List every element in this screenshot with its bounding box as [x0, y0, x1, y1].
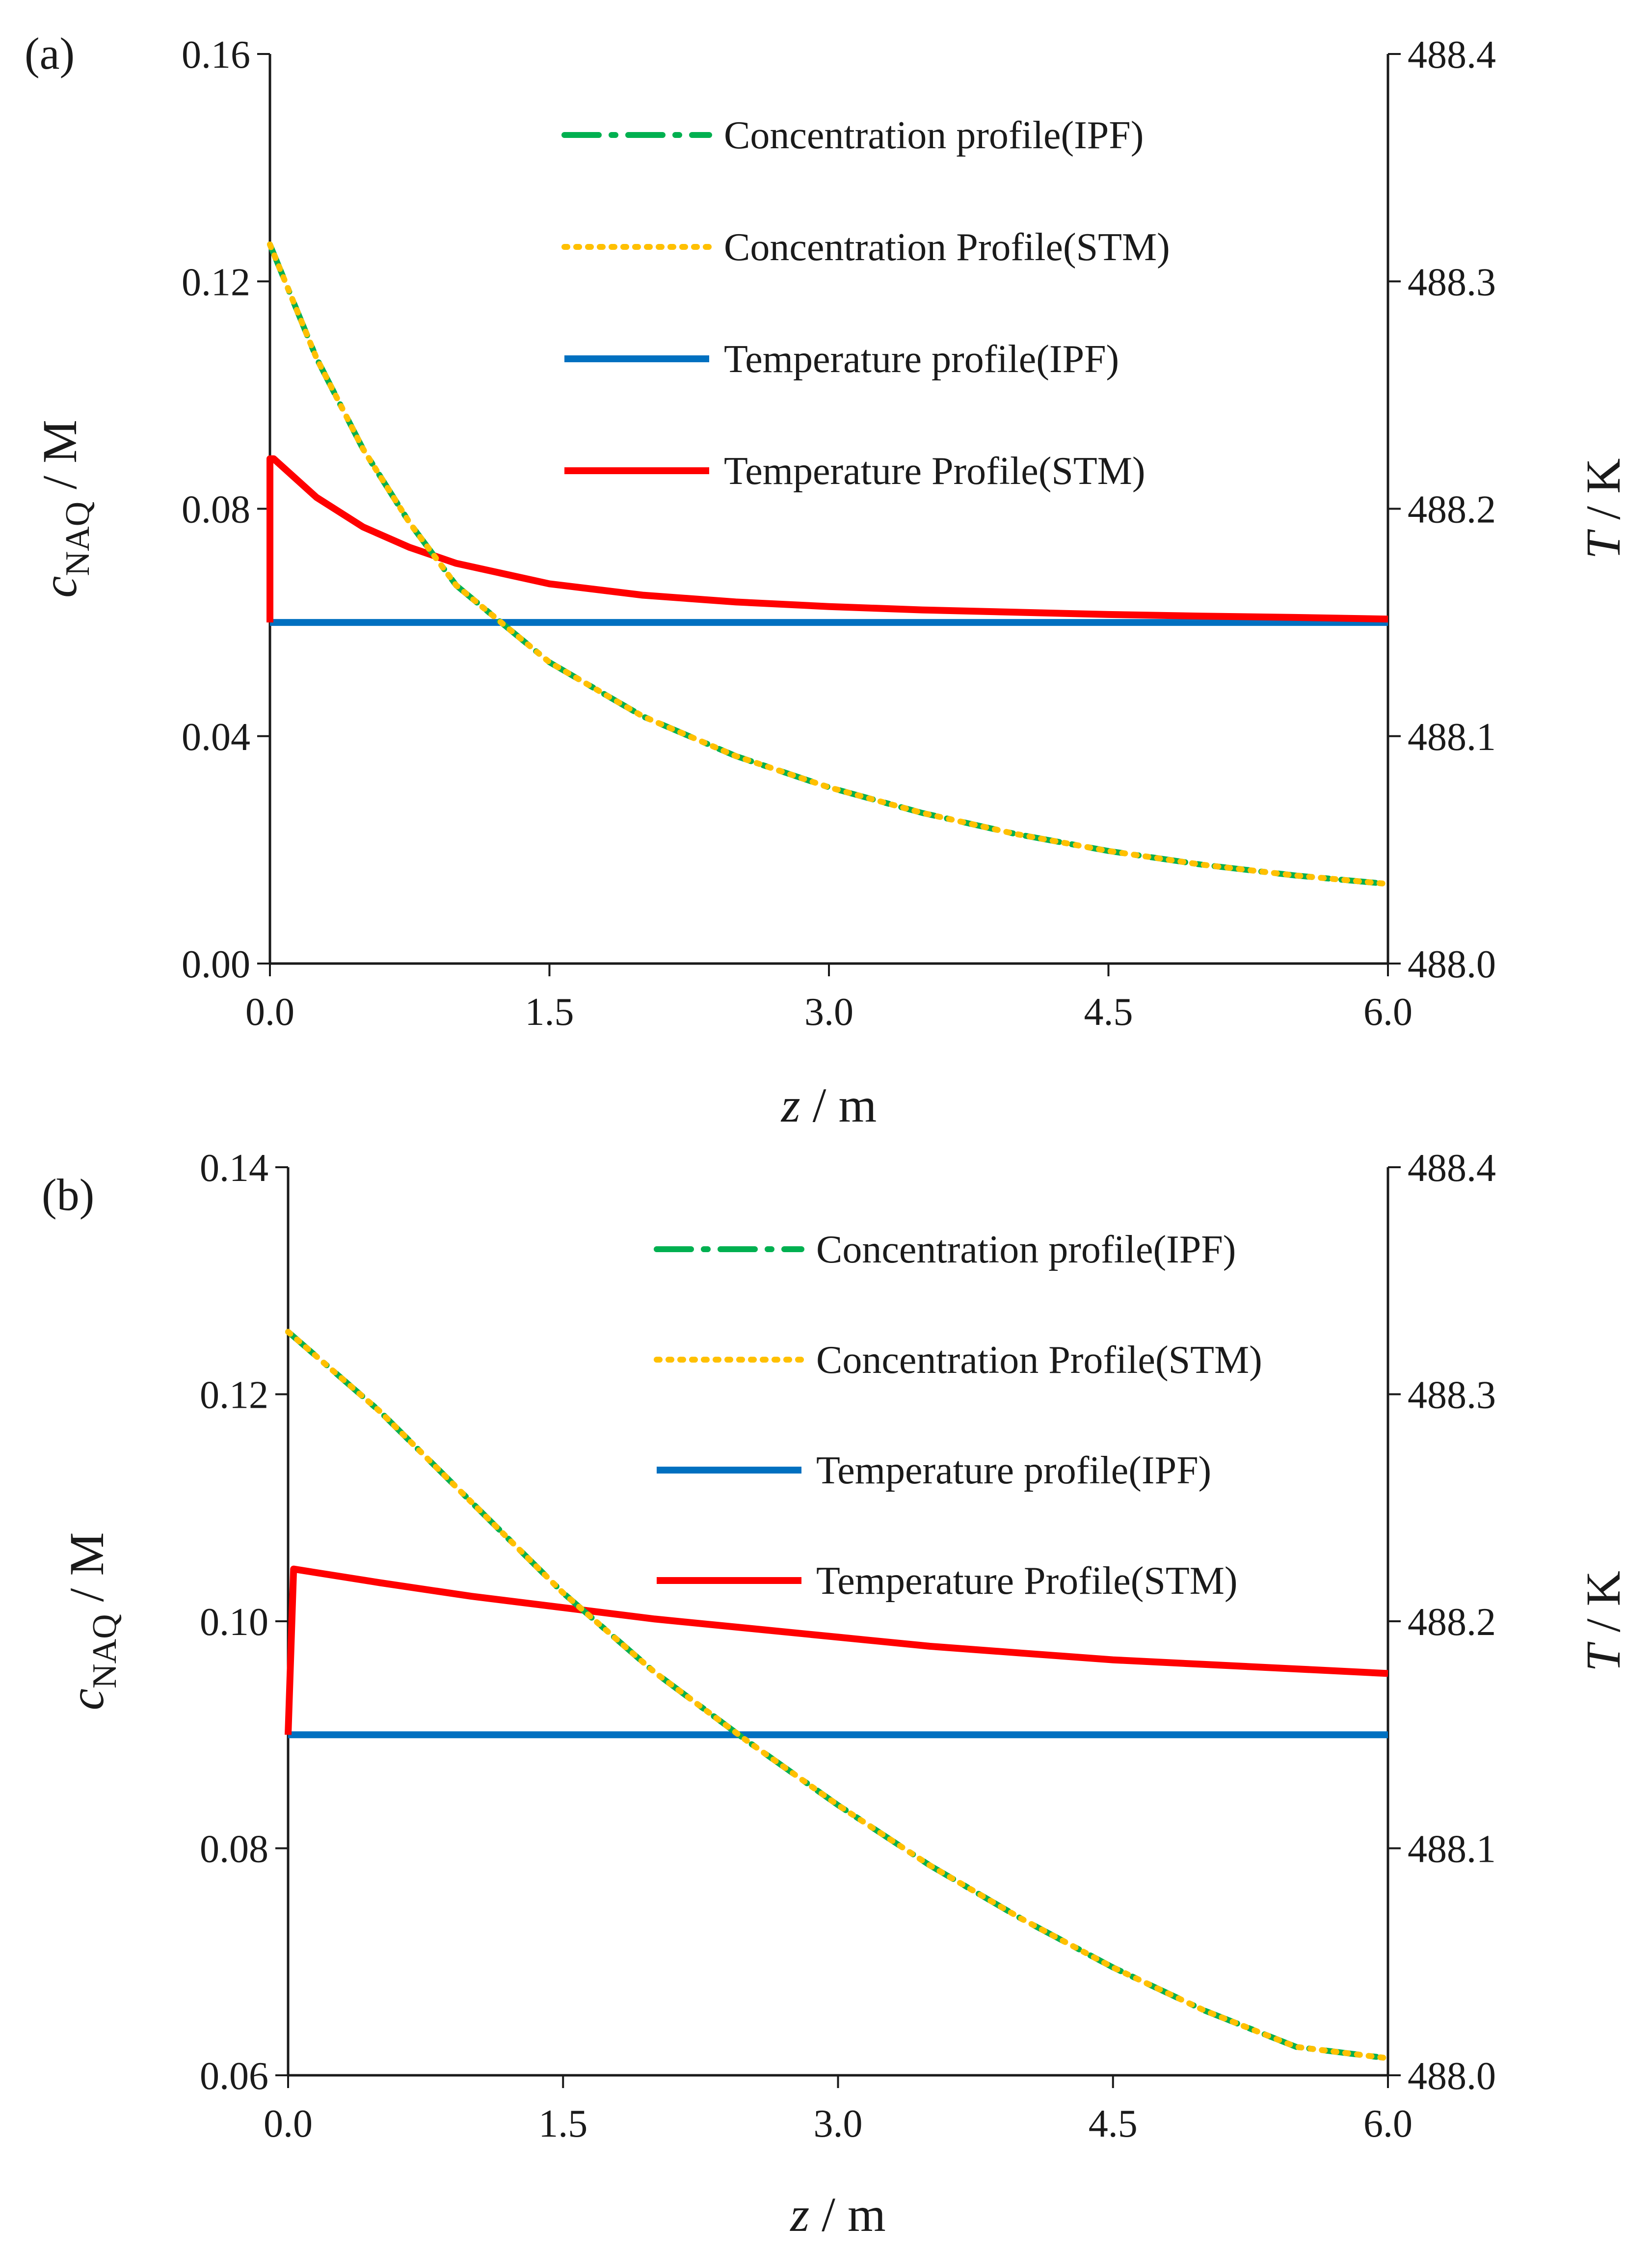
legend-label: Concentration Profile(STM): [816, 1339, 1262, 1382]
y2-tick-label: 488.3: [1408, 261, 1496, 304]
y-tick-label: 0.12: [182, 261, 250, 304]
x-tick-label: 4.5: [1089, 2102, 1138, 2145]
y2-tick-label: 488.0: [1408, 943, 1496, 986]
y-tick-label: 0.06: [200, 2055, 268, 2098]
x-tick-label: 1.5: [525, 991, 574, 1034]
y2-tick-label: 488.2: [1408, 1601, 1496, 1644]
y-axis-variable: c: [59, 1689, 114, 1710]
y2-axis-variable: T: [1576, 529, 1630, 559]
x-tick-label: 4.5: [1084, 991, 1133, 1034]
y-axis-title: cNAQ / M: [59, 1532, 124, 1711]
y2-axis-title: T / K: [1576, 1571, 1630, 1672]
x-tick-label: 0.0: [245, 991, 294, 1034]
y-axis-subscript: NAQ: [59, 502, 97, 576]
panel-b: 0.06 0.08 0.10 0.12 0.14 488.0 488.1 488.2 488.3…: [42, 1147, 1630, 2242]
y-axis-subscript: NAQ: [86, 1614, 124, 1689]
legend-label: Concentration Profile(STM): [724, 226, 1170, 269]
y2-tick-label: 488.3: [1408, 1374, 1496, 1417]
series-line-temp-stm: [285, 1565, 1388, 1735]
panel-label: (b): [42, 1170, 94, 1220]
x-tick-label: 6.0: [1363, 2102, 1412, 2145]
y2-axis-title: T / K: [1576, 458, 1630, 560]
y-tick-label: 0.10: [200, 1601, 268, 1644]
x-tick-label: 1.5: [538, 2102, 587, 2145]
legend-label: Temperature profile(IPF): [816, 1449, 1211, 1492]
y-axis-variable: c: [32, 576, 87, 597]
series-line-conc-stm: [285, 1329, 1391, 2062]
y-axis-unit: / M: [59, 1532, 114, 1614]
y-tick-label: 0.08: [200, 1828, 268, 1871]
y2-tick-label: 488.2: [1408, 488, 1496, 532]
y-tick-label: 0.08: [182, 488, 250, 532]
legend-label: Temperature Profile(STM): [724, 450, 1146, 493]
x-tick-label: 3.0: [814, 2102, 863, 2145]
y2-tick-label: 488.1: [1408, 1828, 1496, 1871]
legend-label: Concentration profile(IPF): [724, 114, 1144, 157]
series-line-temp-stm: [266, 455, 1388, 623]
y2-tick-label: 488.4: [1408, 1147, 1496, 1190]
x-axis-variable: z: [780, 1078, 800, 1132]
y-axis-unit: / M: [32, 420, 87, 502]
y-tick-label: 0.16: [182, 33, 250, 77]
x-tick-label: 6.0: [1363, 991, 1412, 1034]
x-axis-variable: z: [789, 2187, 809, 2242]
y2-axis-unit: / K: [1576, 458, 1630, 532]
y-tick-label: 0.04: [182, 716, 250, 759]
y2-tick-label: 488.4: [1408, 33, 1496, 77]
y-tick-label: 0.00: [182, 943, 250, 986]
x-tick-label: 3.0: [804, 991, 853, 1034]
y2-axis-unit: / K: [1576, 1571, 1630, 1644]
legend-label: Temperature profile(IPF): [724, 338, 1119, 381]
y-tick-label: 0.12: [200, 1374, 268, 1417]
y2-axis-variable: T: [1576, 1641, 1630, 1672]
y-axis-title: cNAQ / M: [32, 420, 97, 598]
y-tick-label: 0.14: [200, 1147, 268, 1190]
x-axis-title: z / m: [789, 2187, 886, 2242]
x-axis-title: z / m: [780, 1078, 877, 1132]
x-axis-unit: / m: [809, 2187, 886, 2242]
y2-tick-label: 488.1: [1408, 716, 1496, 759]
x-tick-label: 0.0: [264, 2102, 313, 2145]
y2-tick-label: 488.0: [1408, 2055, 1496, 2098]
panel-label: (a): [25, 28, 75, 79]
series-line-conc-stm: [267, 241, 1391, 887]
legend-label: Concentration profile(IPF): [816, 1228, 1236, 1271]
legend-label: Temperature Profile(STM): [816, 1559, 1238, 1603]
panel-a: 0.00 0.04 0.08 0.12 0.16 488.0 488.1 488.2 488.3…: [25, 28, 1630, 1132]
x-axis-unit: / m: [800, 1078, 877, 1132]
